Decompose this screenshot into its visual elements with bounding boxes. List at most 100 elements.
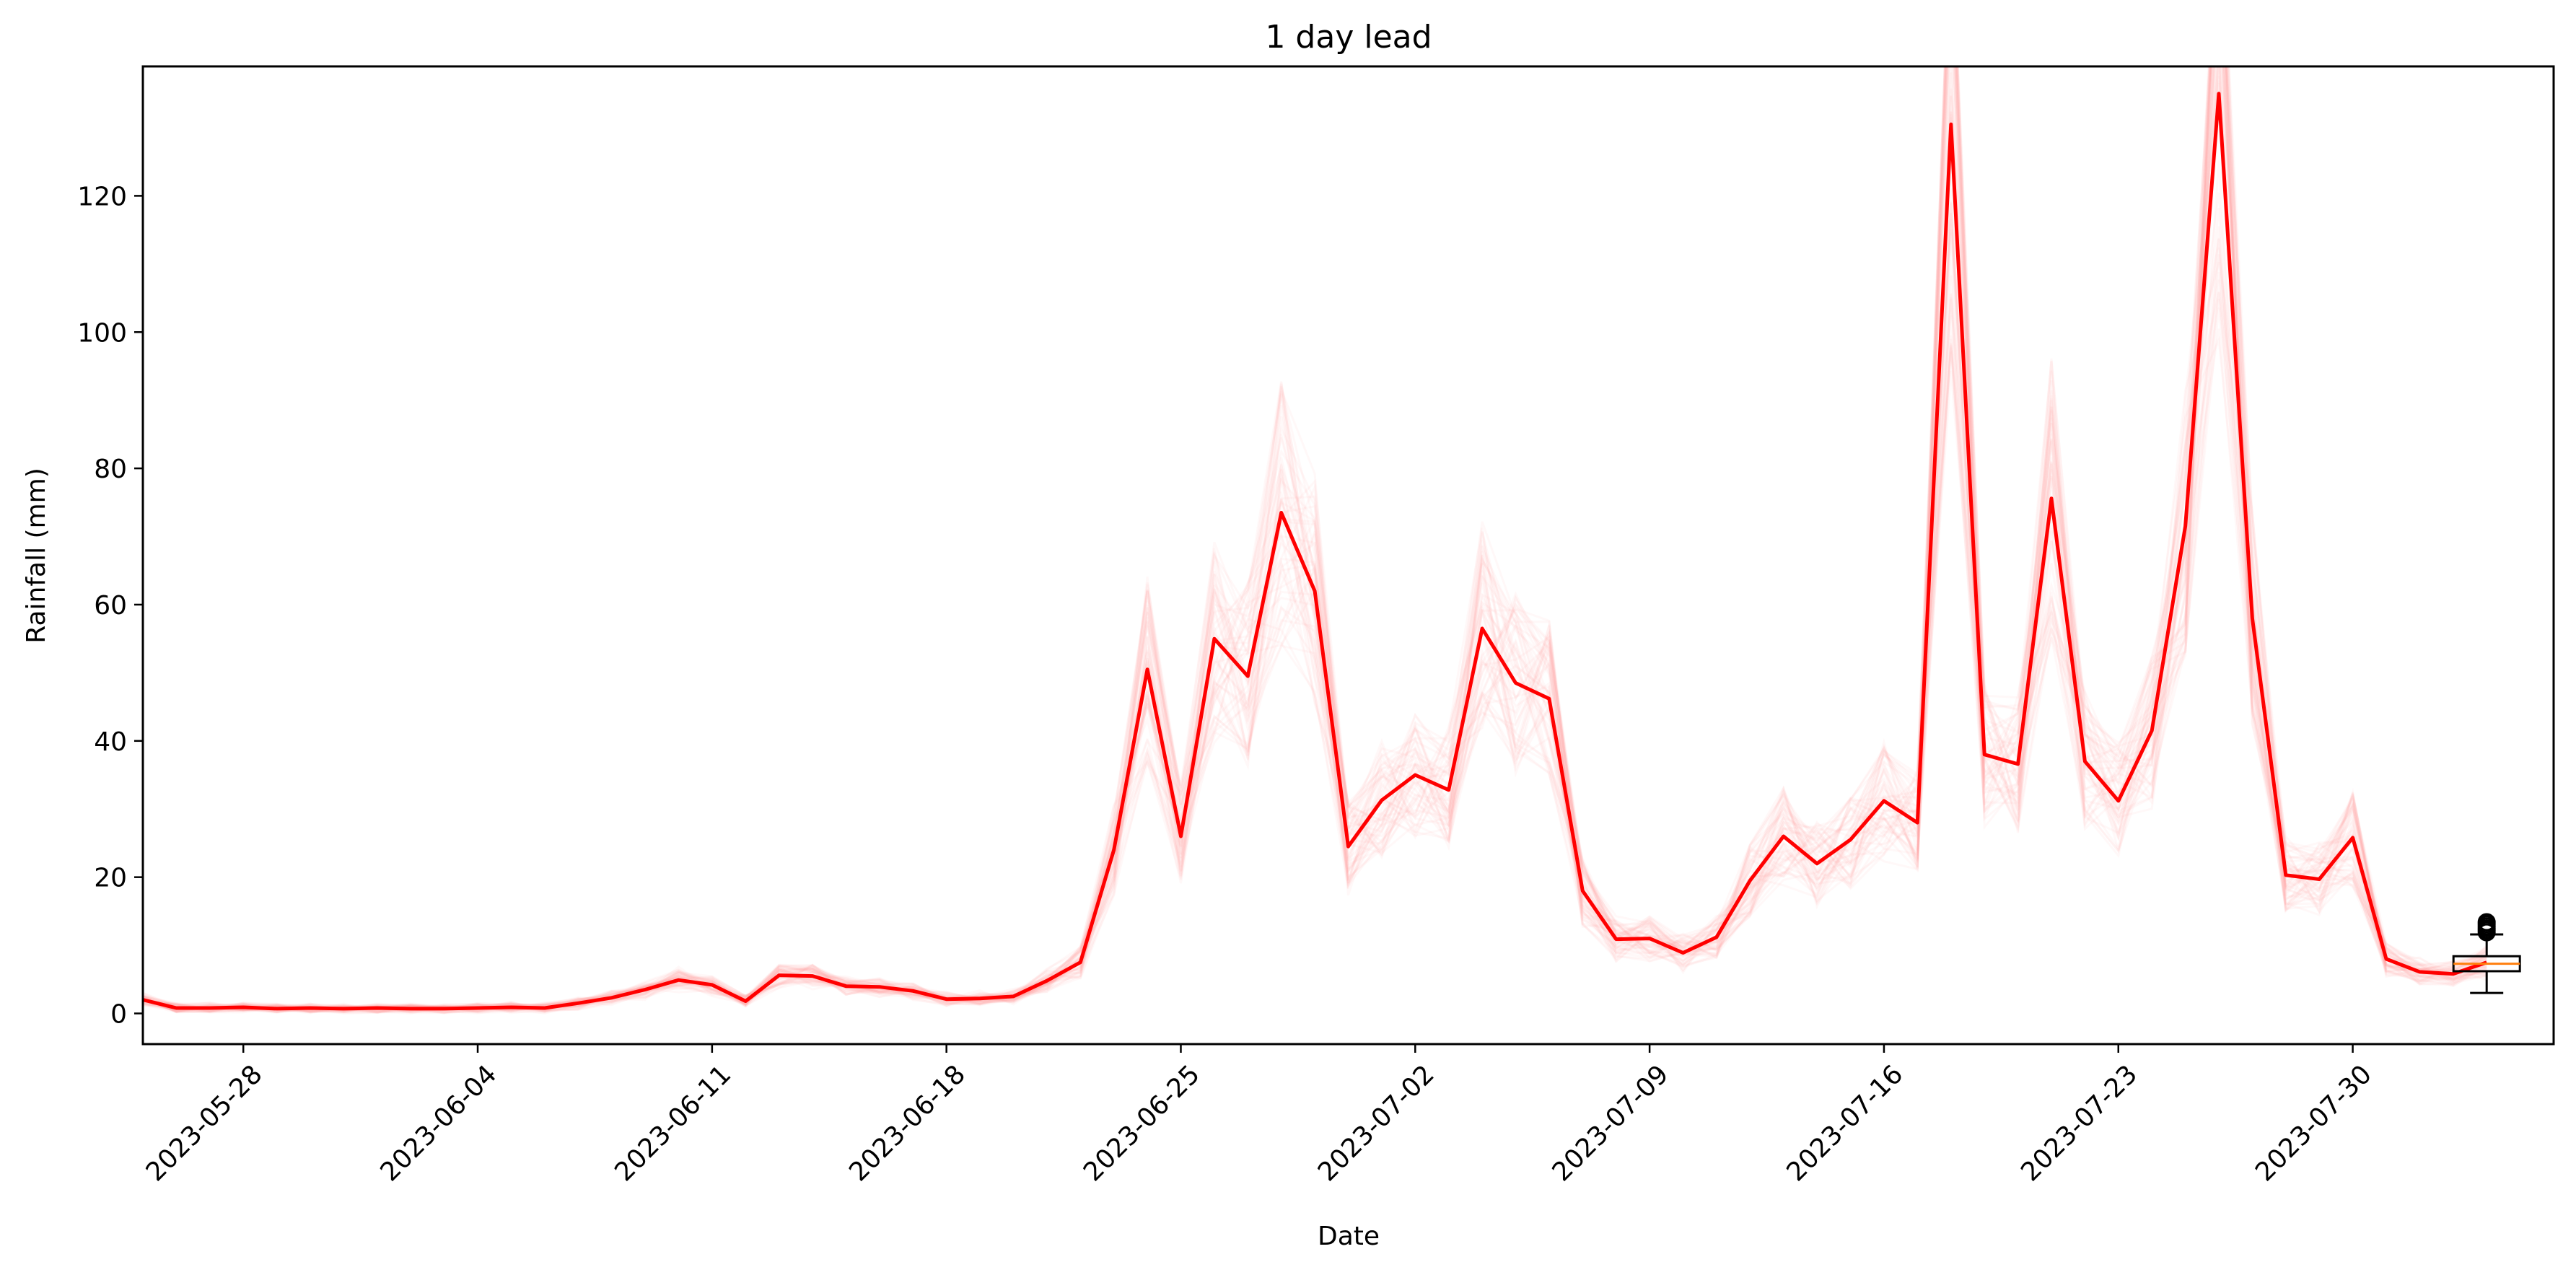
- data-point: [2050, 497, 2053, 500]
- y-tick-label: 120: [77, 182, 127, 211]
- data-point: [978, 997, 981, 1000]
- data-point: [209, 1007, 211, 1009]
- ensemble-member: [143, 66, 2487, 1015]
- data-point: [1347, 845, 1350, 848]
- data-point: [2452, 973, 2455, 976]
- data-point: [1883, 799, 1885, 802]
- y-tick-label: 0: [110, 1000, 127, 1030]
- ensemble-member: [143, 66, 2487, 1013]
- data-point: [2083, 760, 2086, 763]
- data-point: [1113, 849, 1116, 851]
- data-point: [911, 989, 914, 992]
- y-axis: 0 20 40 60 80 100 120: [77, 182, 143, 1030]
- data-point: [1179, 835, 1182, 838]
- data-point: [1849, 838, 1852, 841]
- x-tick-label: 2023-06-18: [844, 1059, 971, 1187]
- data-point: [1648, 937, 1651, 940]
- ensemble-member: [143, 66, 2487, 1012]
- ensemble-member: [143, 66, 2487, 1014]
- x-axis-label: Date: [1318, 1222, 1380, 1251]
- y-tick-label: 100: [77, 318, 127, 348]
- data-point: [945, 998, 948, 1001]
- data-point: [1581, 890, 1584, 893]
- data-point: [1916, 821, 1919, 824]
- data-point: [2150, 729, 2153, 732]
- data-point: [844, 985, 847, 988]
- x-tick-label: 2023-07-30: [2250, 1059, 2378, 1187]
- data-point: [476, 1007, 479, 1009]
- data-point: [1782, 835, 1785, 838]
- data-point: [811, 975, 814, 978]
- data-point: [2418, 971, 2421, 973]
- data-point: [175, 1007, 178, 1009]
- data-point: [2385, 958, 2388, 960]
- data-point: [1313, 590, 1316, 592]
- ensemble-member: [143, 271, 2487, 1013]
- x-tick-label: 2023-07-02: [1313, 1059, 1440, 1187]
- data-point: [2217, 92, 2220, 95]
- box-flier: [2477, 913, 2496, 932]
- data-point: [2251, 617, 2253, 620]
- data-point: [443, 1007, 446, 1010]
- ensemble-member: [143, 66, 2487, 1015]
- x-axis: 2023-05-28 2023-06-04 2023-06-11 2023-06-18…: [141, 1044, 2378, 1187]
- data-point: [2284, 874, 2287, 877]
- data-point: [2117, 799, 2120, 802]
- data-point: [2017, 763, 2020, 766]
- data-point: [1246, 675, 1249, 678]
- x-tick-label: 2023-06-11: [609, 1059, 737, 1187]
- data-point: [1950, 123, 1953, 126]
- data-point: [1983, 753, 1986, 756]
- data-point: [1515, 682, 1517, 685]
- x-tick-label: 2023-05-28: [141, 1059, 268, 1187]
- ensemble-member: [143, 66, 2488, 1013]
- ensemble-member: [143, 66, 2487, 1013]
- data-point: [1447, 789, 1450, 792]
- data-point: [276, 1007, 279, 1010]
- x-tick-label: 2023-07-09: [1547, 1059, 1675, 1187]
- x-tick-label: 2023-07-16: [1781, 1059, 1909, 1187]
- series-line: [143, 92, 2488, 1011]
- series-layer: [143, 92, 2488, 1011]
- ensemble-member: [143, 95, 2487, 1012]
- chart-title: 1 day lead: [1265, 19, 1432, 56]
- ensemble-member: [143, 66, 2487, 1014]
- data-point: [1146, 668, 1149, 671]
- data-point: [543, 1007, 546, 1009]
- y-tick-label: 60: [94, 591, 127, 621]
- data-point: [342, 1007, 345, 1010]
- data-point: [1046, 979, 1048, 982]
- y-tick-label: 40: [94, 727, 127, 757]
- data-point: [778, 974, 781, 977]
- data-point: [1815, 862, 1818, 865]
- data-point: [242, 1006, 245, 1009]
- data-point: [1481, 627, 1484, 630]
- plot-frame: [141, 65, 2555, 1046]
- data-point: [376, 1007, 379, 1009]
- y-axis-label: Rainfall (mm): [22, 468, 51, 644]
- ensemble-spread: [143, 66, 2488, 1015]
- y-tick-label: 80: [94, 455, 127, 484]
- data-point: [1079, 961, 1082, 964]
- x-tick-label: 2023-06-25: [1078, 1059, 1206, 1187]
- data-point: [1748, 879, 1751, 882]
- data-point: [1682, 951, 1685, 954]
- ensemble-member: [143, 66, 2487, 1013]
- data-point: [1380, 799, 1383, 802]
- data-point: [1715, 936, 1718, 939]
- data-point: [644, 988, 647, 991]
- data-point: [1280, 511, 1283, 514]
- ensemble-member: [143, 66, 2487, 1013]
- data-point: [878, 986, 881, 989]
- data-point: [577, 1002, 579, 1004]
- data-point: [744, 1000, 747, 1003]
- data-point: [1548, 697, 1551, 700]
- ensemble-member: [143, 66, 2487, 1011]
- data-point: [2352, 836, 2354, 839]
- ensemble-member: [143, 111, 2487, 1011]
- data-point: [711, 983, 714, 986]
- ensemble-member: [143, 66, 2487, 1014]
- x-tick-label: 2023-06-04: [375, 1059, 503, 1187]
- ensemble-member: [143, 95, 2487, 1014]
